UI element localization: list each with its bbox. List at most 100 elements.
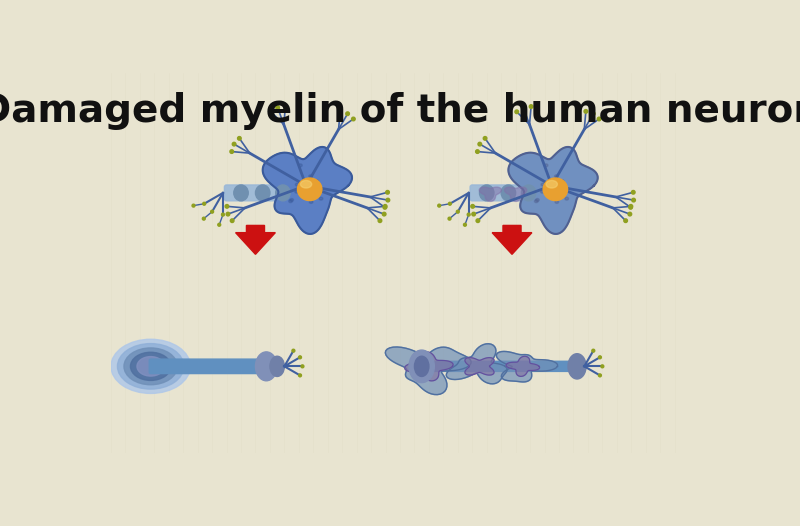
Ellipse shape <box>295 190 298 193</box>
Ellipse shape <box>554 175 558 178</box>
Ellipse shape <box>591 112 595 116</box>
Polygon shape <box>262 147 352 234</box>
Ellipse shape <box>218 224 221 226</box>
Ellipse shape <box>301 365 304 368</box>
Ellipse shape <box>225 205 229 208</box>
Polygon shape <box>479 187 502 201</box>
Ellipse shape <box>283 105 287 108</box>
Ellipse shape <box>483 137 487 140</box>
Ellipse shape <box>276 106 279 109</box>
Ellipse shape <box>467 213 470 216</box>
Ellipse shape <box>598 374 602 377</box>
Ellipse shape <box>309 175 313 178</box>
FancyBboxPatch shape <box>224 185 301 201</box>
Ellipse shape <box>541 183 545 186</box>
Ellipse shape <box>289 200 292 203</box>
Ellipse shape <box>522 106 525 109</box>
Ellipse shape <box>386 190 390 194</box>
Ellipse shape <box>438 204 441 207</box>
Ellipse shape <box>543 178 567 200</box>
Ellipse shape <box>476 150 479 154</box>
Ellipse shape <box>202 203 206 205</box>
Ellipse shape <box>601 365 604 368</box>
Ellipse shape <box>456 210 459 213</box>
Ellipse shape <box>230 219 234 222</box>
Ellipse shape <box>598 356 602 359</box>
Ellipse shape <box>137 357 165 376</box>
Ellipse shape <box>290 198 294 201</box>
Ellipse shape <box>255 352 277 381</box>
Ellipse shape <box>631 190 635 194</box>
Ellipse shape <box>471 205 474 208</box>
Ellipse shape <box>584 109 588 113</box>
Polygon shape <box>505 187 526 201</box>
Ellipse shape <box>629 205 633 208</box>
FancyBboxPatch shape <box>150 359 268 373</box>
Ellipse shape <box>226 213 230 216</box>
Ellipse shape <box>534 200 538 203</box>
Ellipse shape <box>409 350 434 382</box>
Ellipse shape <box>295 183 299 186</box>
Ellipse shape <box>314 180 318 183</box>
FancyBboxPatch shape <box>470 185 546 201</box>
Ellipse shape <box>234 185 248 201</box>
Ellipse shape <box>568 353 586 379</box>
Ellipse shape <box>130 352 171 380</box>
Ellipse shape <box>632 198 635 202</box>
Text: Damaged myelin of the human neuron: Damaged myelin of the human neuron <box>0 92 800 130</box>
Ellipse shape <box>310 200 313 204</box>
Ellipse shape <box>501 185 516 201</box>
Ellipse shape <box>628 213 632 216</box>
Ellipse shape <box>276 185 290 201</box>
Ellipse shape <box>255 185 270 201</box>
Ellipse shape <box>270 110 273 114</box>
Polygon shape <box>386 347 471 394</box>
Ellipse shape <box>383 206 386 209</box>
Ellipse shape <box>598 117 601 121</box>
Ellipse shape <box>222 213 224 216</box>
Ellipse shape <box>629 206 633 209</box>
FancyArrow shape <box>235 226 275 255</box>
FancyArrow shape <box>492 226 532 255</box>
Ellipse shape <box>414 356 429 377</box>
Ellipse shape <box>232 143 236 146</box>
Ellipse shape <box>530 105 533 108</box>
Ellipse shape <box>536 198 539 201</box>
Ellipse shape <box>546 180 558 188</box>
Polygon shape <box>496 351 558 382</box>
Ellipse shape <box>298 178 322 200</box>
Ellipse shape <box>118 343 184 389</box>
Ellipse shape <box>561 180 564 183</box>
Ellipse shape <box>382 213 386 216</box>
Ellipse shape <box>230 150 234 154</box>
Ellipse shape <box>202 217 206 220</box>
Ellipse shape <box>111 339 190 393</box>
Ellipse shape <box>298 356 302 359</box>
FancyBboxPatch shape <box>421 361 582 371</box>
Ellipse shape <box>448 217 451 220</box>
Ellipse shape <box>522 185 536 201</box>
Polygon shape <box>506 356 540 377</box>
Ellipse shape <box>624 219 627 222</box>
Ellipse shape <box>346 112 350 116</box>
Ellipse shape <box>472 213 475 216</box>
Polygon shape <box>446 344 507 384</box>
Ellipse shape <box>479 185 494 201</box>
Ellipse shape <box>192 204 195 207</box>
Ellipse shape <box>301 194 305 197</box>
Ellipse shape <box>378 219 382 222</box>
Polygon shape <box>465 358 494 375</box>
Ellipse shape <box>298 374 302 377</box>
Ellipse shape <box>301 180 312 188</box>
Ellipse shape <box>386 198 390 202</box>
Ellipse shape <box>298 164 302 167</box>
Ellipse shape <box>124 348 178 385</box>
Ellipse shape <box>270 356 284 377</box>
Ellipse shape <box>463 224 466 226</box>
Ellipse shape <box>351 117 355 121</box>
Ellipse shape <box>338 109 342 113</box>
Ellipse shape <box>515 110 518 114</box>
Ellipse shape <box>383 205 387 208</box>
Ellipse shape <box>592 349 594 352</box>
Ellipse shape <box>544 164 548 167</box>
